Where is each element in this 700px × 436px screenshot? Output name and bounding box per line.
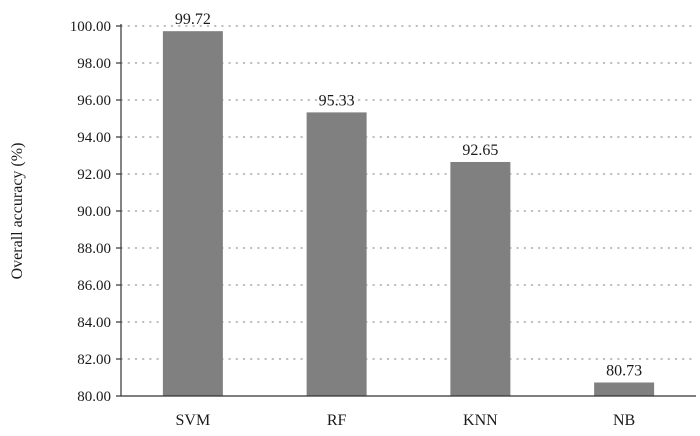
y-tick-label: 88.00	[77, 241, 111, 257]
x-tick-label-knn: KNN	[463, 412, 498, 429]
y-axis-title: Overall accuracy (%)	[9, 143, 26, 280]
bars	[162, 31, 655, 397]
y-tick-label: 98.00	[77, 56, 111, 72]
bar-nb	[594, 382, 655, 396]
data-label-nb: 80.73	[606, 362, 642, 379]
y-tick-labels: 80.00 82.00 84.00 86.00 88.00 90.00 92.00 94.00…	[70, 19, 111, 405]
x-tick-labels: SVM RF KNN NB	[176, 412, 636, 429]
x-tick-label-nb: NB	[613, 412, 635, 429]
y-tick-label: 96.00	[77, 93, 111, 109]
data-label-rf: 95.33	[319, 92, 355, 109]
bar-rf	[306, 112, 367, 397]
y-tick-label: 94.00	[77, 130, 111, 146]
y-tick-label: 90.00	[77, 204, 111, 220]
bar-knn	[450, 161, 511, 396]
data-label-svm: 99.72	[175, 11, 211, 28]
gridlines	[120, 25, 697, 360]
y-tick-label: 80.00	[77, 389, 111, 405]
y-tick-label: 86.00	[77, 278, 111, 294]
data-labels: 99.72 95.33 92.65 80.73	[175, 11, 642, 379]
bar-svm	[162, 31, 223, 397]
y-tick-label: 92.00	[77, 167, 111, 183]
y-tick-label: 84.00	[77, 315, 111, 331]
x-tick-label-rf: RF	[327, 412, 347, 429]
x-tick-label-svm: SVM	[176, 412, 211, 429]
y-tick-label: 82.00	[77, 352, 111, 368]
axes	[116, 24, 696, 397]
data-label-knn: 92.65	[462, 142, 498, 159]
y-tick-label: 100.00	[70, 19, 111, 35]
